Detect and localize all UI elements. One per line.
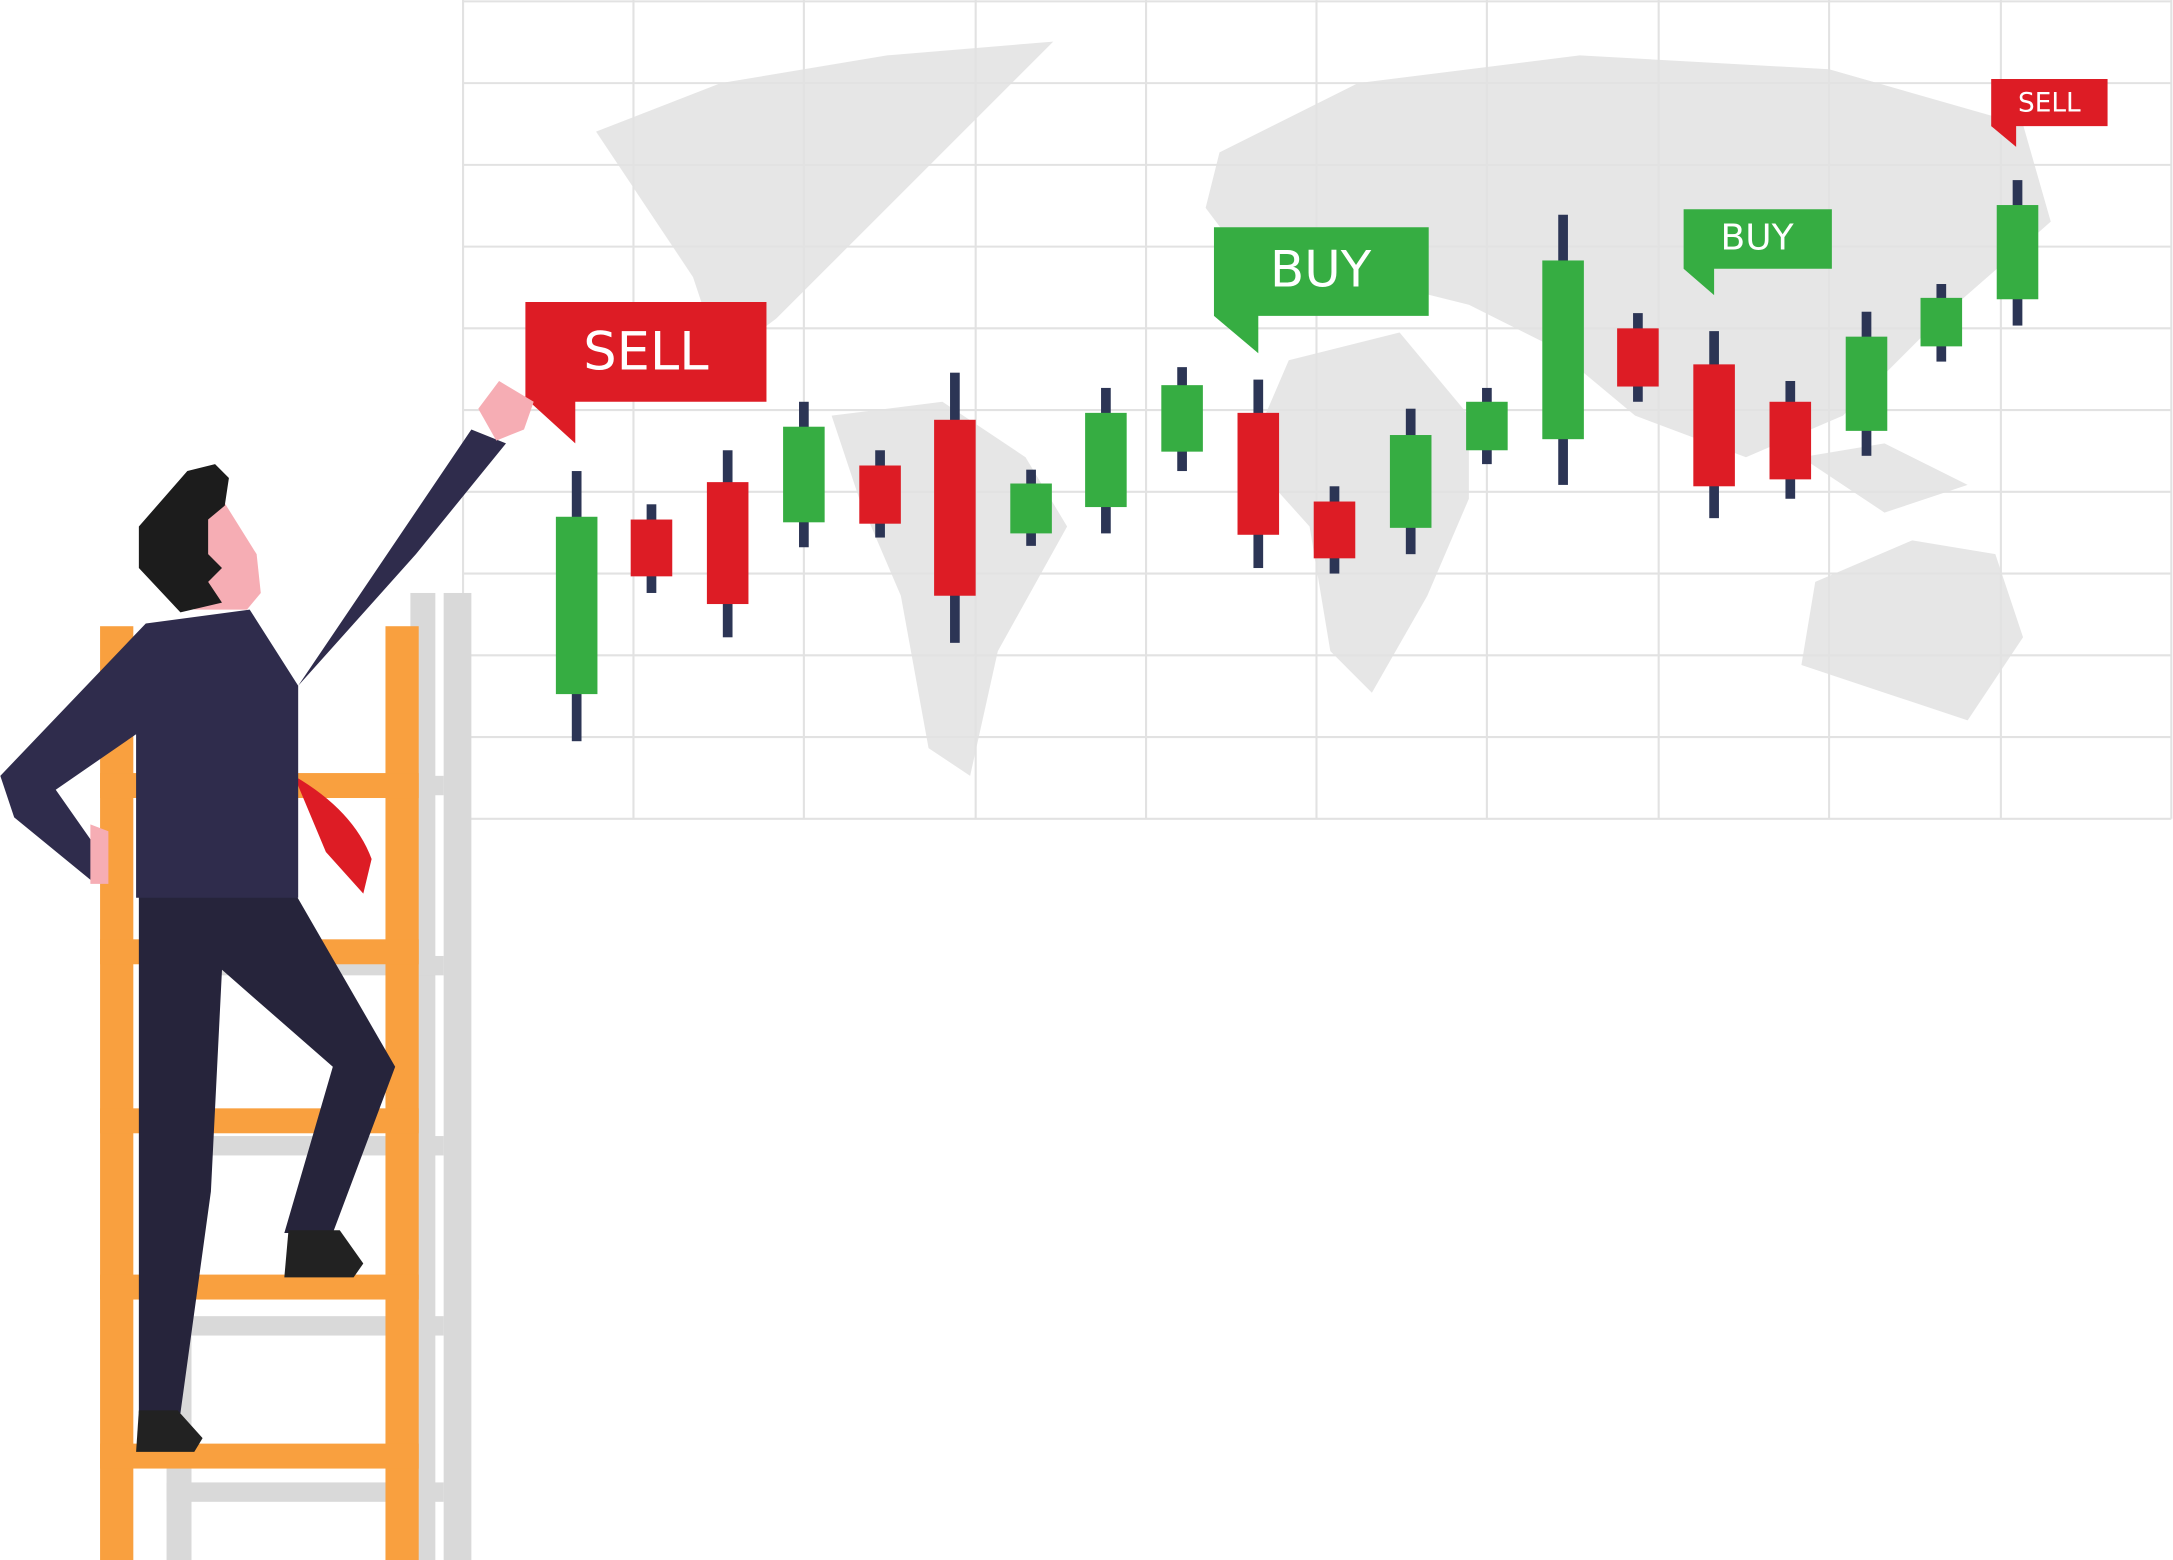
candle-body bbox=[859, 465, 901, 524]
sell-label: SELL bbox=[583, 321, 709, 382]
buy-tag: BUY bbox=[1213, 227, 1429, 354]
buy-tag: BUY bbox=[1683, 209, 1832, 296]
candle-body bbox=[1237, 412, 1280, 535]
candle-body bbox=[1845, 336, 1888, 431]
sell-tag: SELL bbox=[525, 302, 767, 444]
world-map bbox=[596, 41, 2051, 776]
candle-body bbox=[1313, 501, 1356, 559]
buy-label: BUY bbox=[1721, 218, 1795, 259]
candle-body bbox=[1010, 483, 1052, 534]
candle-body bbox=[1389, 435, 1432, 528]
candle-body bbox=[1085, 412, 1127, 508]
candle-body bbox=[1161, 385, 1203, 452]
candle-body bbox=[555, 516, 598, 695]
candle-body bbox=[1920, 297, 1963, 347]
candlesticks bbox=[555, 180, 2039, 742]
grid bbox=[462, 0, 2173, 820]
person bbox=[0, 380, 534, 1452]
candle-body bbox=[1996, 205, 2039, 300]
candle-body bbox=[706, 482, 749, 605]
sell-label: SELL bbox=[2018, 88, 2081, 118]
candle-body bbox=[630, 519, 673, 577]
candle-body bbox=[1542, 260, 1584, 440]
candle-body bbox=[783, 426, 825, 523]
sell-tag: SELL bbox=[1991, 78, 2108, 147]
candle-body bbox=[934, 419, 976, 596]
candle-body bbox=[1466, 401, 1508, 451]
candle-body bbox=[1693, 364, 1735, 487]
buy-label: BUY bbox=[1270, 240, 1372, 298]
candle-body bbox=[1769, 401, 1812, 480]
candle-body bbox=[1617, 328, 1659, 387]
